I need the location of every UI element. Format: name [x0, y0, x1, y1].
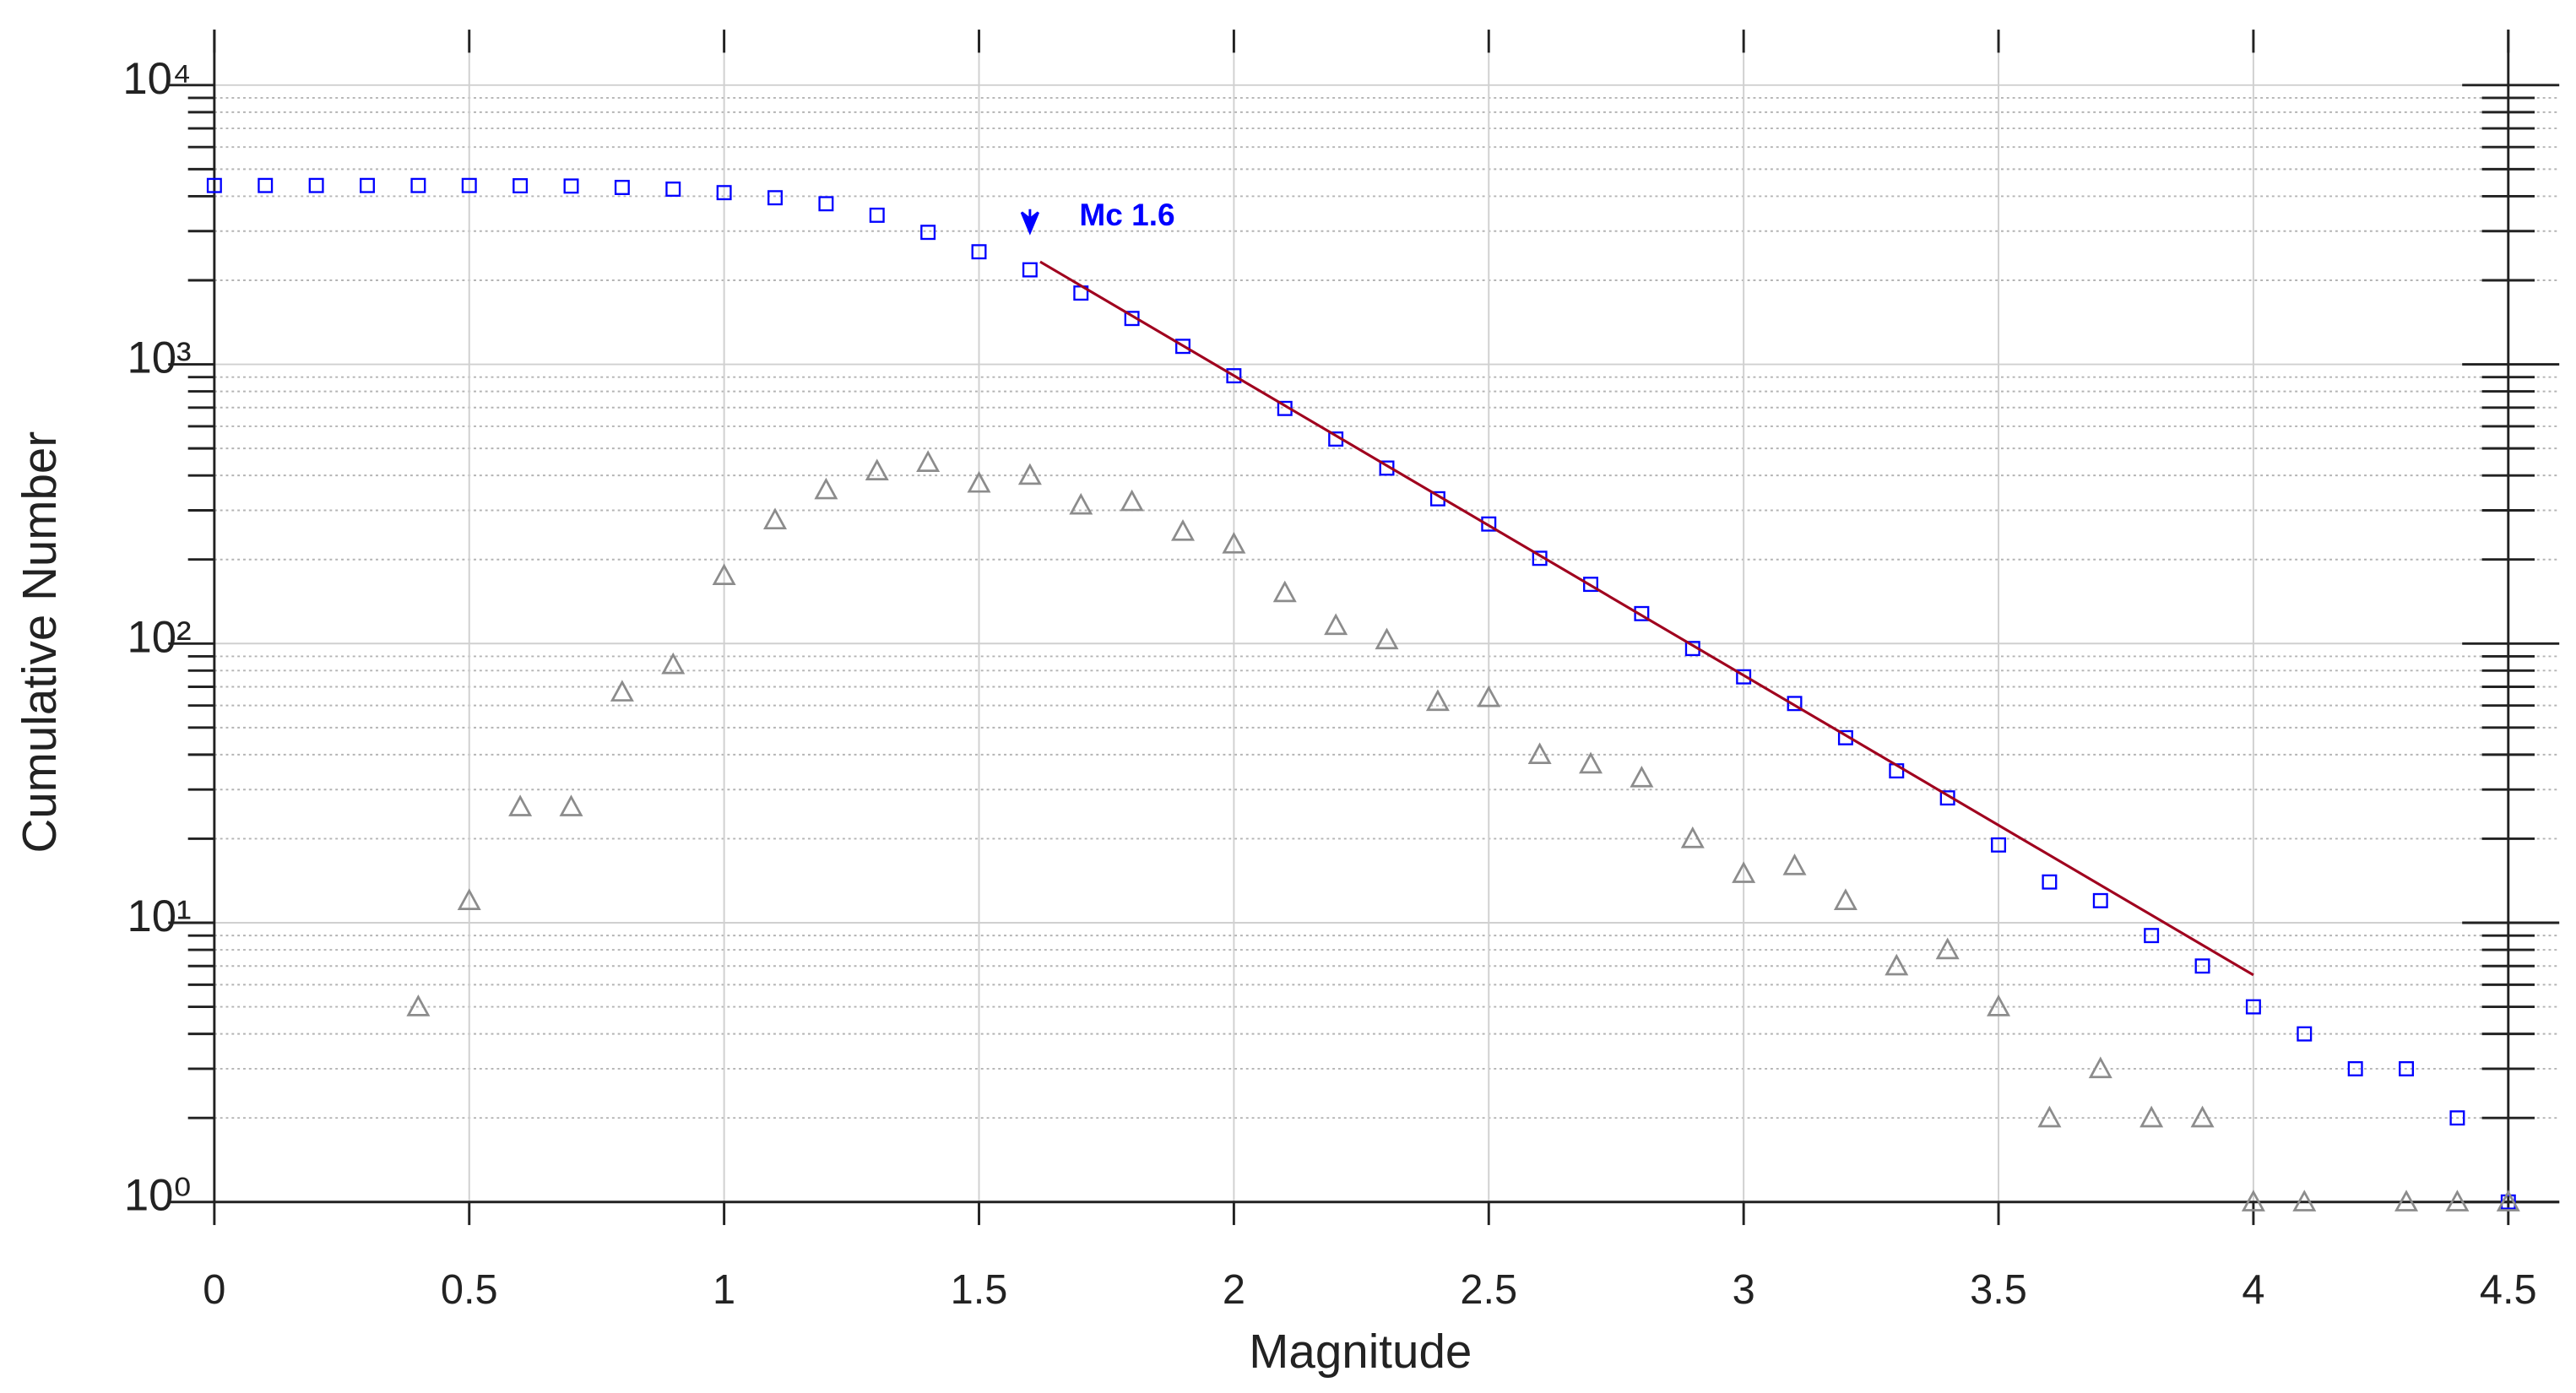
triangle-marker: [1782, 853, 1807, 875]
triangle-marker: [406, 995, 431, 1016]
triangle-marker: [1375, 627, 1399, 650]
y-tick-label: 10¹: [127, 892, 191, 941]
triangle-marker: [763, 507, 788, 530]
triangle-marker: [1477, 685, 1501, 707]
square-marker: [1175, 339, 1190, 355]
triangle-marker: [1120, 489, 1144, 512]
y-tick-label: 10³: [127, 333, 191, 383]
square-marker: [360, 177, 375, 193]
square-marker: [410, 177, 426, 193]
triangle-marker: [457, 888, 481, 910]
x-tick-label: 1.5: [951, 1267, 1008, 1313]
square-marker: [1634, 605, 1650, 621]
square-marker: [1787, 696, 1803, 712]
square-marker: [1481, 516, 1497, 532]
x-tick-label: 0: [203, 1267, 225, 1313]
triangle-marker: [2088, 1056, 2112, 1079]
triangle-marker: [2037, 1105, 2062, 1128]
triangle-marker: [712, 563, 736, 586]
triangle-marker: [1579, 751, 1603, 774]
square-marker: [2449, 1110, 2465, 1126]
square-marker: [971, 244, 987, 260]
triangle-marker: [661, 652, 686, 675]
y-axis-label: Cumulative Number: [13, 431, 66, 854]
triangle-marker: [1272, 580, 1297, 603]
square-marker: [2245, 999, 2261, 1015]
square-marker: [716, 185, 732, 201]
triangle-marker: [1222, 531, 1246, 554]
x-tick-label: 2: [1223, 1267, 1245, 1313]
square-marker: [2092, 892, 2108, 908]
triangle-marker: [814, 477, 838, 500]
x-tick-label: 4: [2242, 1267, 2264, 1313]
triangle-marker: [2292, 1190, 2317, 1211]
triangle-marker: [610, 680, 634, 702]
triangle-marker: [1680, 826, 1705, 848]
square-marker: [1736, 669, 1752, 685]
triangle-marker: [865, 458, 889, 480]
square-marker: [1022, 262, 1038, 278]
square-marker: [920, 225, 936, 241]
y-tick-label: 10⁰: [124, 1171, 192, 1221]
x-tick-label: 0.5: [441, 1267, 498, 1313]
square-marker: [1583, 577, 1598, 593]
triangle-marker: [967, 470, 991, 493]
y-tick-label: 10⁴: [122, 54, 191, 104]
square-marker: [308, 177, 324, 193]
square-marker: [1226, 368, 1242, 384]
triangle-marker: [916, 450, 941, 472]
square-marker: [258, 177, 274, 193]
triangle-marker: [2394, 1190, 2419, 1211]
x-tick-label: 2.5: [1460, 1267, 1517, 1313]
square-marker: [818, 196, 834, 212]
square-marker: [2399, 1060, 2415, 1076]
triangle-marker: [2190, 1105, 2215, 1128]
square-marker: [869, 207, 885, 223]
triangle-marker: [1069, 492, 1093, 515]
square-marker: [512, 178, 529, 194]
square-marker: [614, 180, 630, 196]
x-tick-label: 3: [1733, 1267, 1755, 1313]
triangle-marker: [1935, 937, 1960, 960]
triangle-marker: [1885, 953, 1909, 976]
triangle-marker: [2139, 1105, 2164, 1128]
triangle-marker: [1732, 861, 1756, 883]
triangle-marker: [1017, 463, 1042, 485]
triangle-marker: [2241, 1190, 2265, 1211]
annotation-arrow: [1020, 209, 1039, 236]
square-marker: [1991, 837, 2007, 853]
triangle-marker: [559, 794, 583, 816]
triangle-marker: [1324, 613, 1348, 636]
triangle-marker: [1630, 765, 1654, 788]
fit-line: [1039, 260, 2254, 977]
square-marker: [206, 177, 222, 193]
square-marker: [563, 178, 579, 194]
square-marker: [2297, 1026, 2313, 1042]
annotation-label: Mc 1.6: [1079, 197, 1174, 232]
square-marker: [2194, 958, 2210, 974]
square-marker: [2347, 1060, 2363, 1076]
triangle-marker: [2496, 1190, 2520, 1211]
triangle-marker: [2445, 1190, 2470, 1211]
square-marker: [461, 177, 477, 193]
x-tick-label: 1: [713, 1267, 735, 1313]
square-marker: [2042, 874, 2058, 890]
triangle-marker: [1425, 689, 1450, 712]
x-tick-label: 3.5: [1970, 1267, 2027, 1313]
square-marker: [665, 182, 681, 198]
x-axis-label: Magnitude: [1249, 1325, 1472, 1378]
square-marker: [767, 190, 783, 206]
y-tick-label: 10²: [127, 612, 191, 662]
triangle-marker: [1833, 888, 1857, 910]
square-marker: [2144, 928, 2160, 944]
x-tick-label: 4.5: [2480, 1267, 2537, 1313]
triangle-marker: [1527, 742, 1552, 765]
triangle-marker: [1987, 995, 2011, 1016]
triangle-marker: [508, 794, 533, 816]
triangle-marker: [1171, 518, 1196, 541]
